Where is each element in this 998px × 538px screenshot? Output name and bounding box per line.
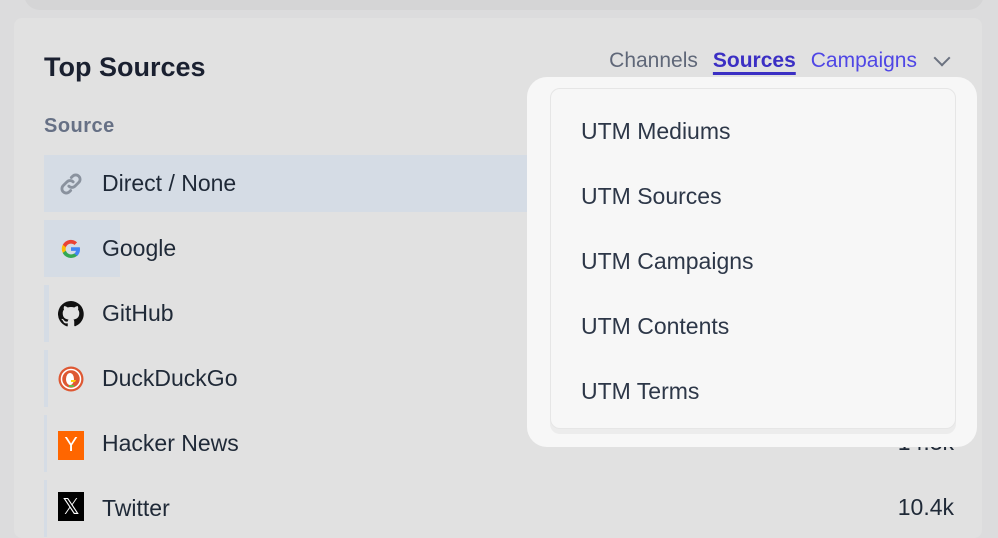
row-bar (44, 285, 49, 342)
x-twitter-icon: 𝕏 (58, 492, 84, 521)
row-bar (44, 155, 564, 212)
row-bar (44, 350, 48, 407)
row-bar (44, 415, 47, 472)
menu-item-utm-terms[interactable]: UTM Terms (581, 378, 700, 404)
source-tabs: Channels Sources Campaigns (609, 49, 956, 73)
list-item[interactable]: Google (44, 220, 964, 277)
menu-item-utm-mediums[interactable]: UTM Mediums (581, 118, 731, 144)
row-bar (44, 480, 47, 537)
list-item[interactable]: DuckDuckGo (44, 350, 964, 407)
google-icon (58, 236, 84, 262)
link-icon (58, 171, 84, 197)
chevron-down-icon[interactable] (933, 49, 951, 67)
campaigns-dropdown-menu: UTM Mediums UTM Sources UTM Campaigns UT… (550, 88, 956, 429)
column-header-source: Source (44, 115, 115, 137)
hacker-news-icon: Y (58, 431, 84, 460)
source-label: Direct / None (102, 170, 237, 196)
source-label: GitHub (102, 300, 174, 326)
card-title: Top Sources (44, 52, 206, 82)
source-label: Google (102, 235, 177, 261)
tab-sources[interactable]: Sources (712, 49, 796, 72)
tab-campaigns[interactable]: Campaigns (810, 49, 917, 72)
github-icon (58, 301, 84, 327)
source-label: Twitter (102, 495, 170, 521)
top-panel-edge (24, 0, 984, 10)
list-item[interactable]: GitHub (44, 285, 964, 342)
list-item[interactable]: 𝕏 Twitter 10.4k (44, 480, 964, 537)
source-label: Hacker News (102, 430, 239, 456)
menu-item-utm-sources[interactable]: UTM Sources (581, 183, 722, 209)
visitor-count: 10.4k (897, 494, 954, 520)
list-item[interactable]: Direct / None (44, 155, 964, 212)
tab-channels[interactable]: Channels (609, 49, 698, 72)
menu-item-utm-campaigns[interactable]: UTM Campaigns (581, 248, 754, 274)
duckduckgo-icon (58, 366, 84, 392)
source-label: DuckDuckGo (102, 365, 238, 391)
row-bar (44, 220, 120, 277)
menu-item-utm-contents[interactable]: UTM Contents (581, 313, 730, 339)
